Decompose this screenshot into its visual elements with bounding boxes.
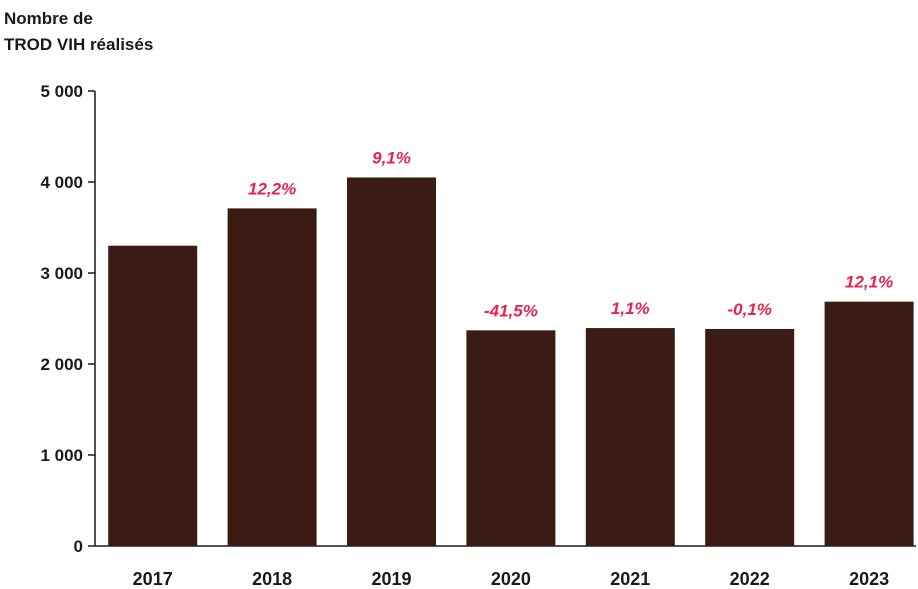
y-tick-label: 4 000 [40, 173, 83, 192]
x-tick-label: 2023 [849, 569, 889, 589]
change-label: -41,5% [484, 301, 538, 320]
bar-2018 [228, 208, 317, 546]
bar-2023 [825, 302, 914, 546]
change-label: 12,2% [248, 179, 296, 198]
bar-2019 [347, 177, 436, 546]
bar-2020 [466, 330, 555, 546]
change-label: 12,1% [845, 273, 893, 292]
change-label: 9,1% [372, 148, 411, 167]
x-tick-label: 2022 [730, 569, 770, 589]
y-tick-label: 3 000 [40, 264, 83, 283]
x-tick-label: 2021 [610, 569, 650, 589]
y-tick-label: 1 000 [40, 446, 83, 465]
bar-2017 [108, 246, 197, 546]
change-label: -0,1% [727, 300, 771, 319]
y-tick-label: 5 000 [40, 82, 83, 101]
bar-2022 [705, 329, 794, 546]
x-tick-label: 2018 [252, 569, 292, 589]
x-tick-label: 2020 [491, 569, 531, 589]
y-tick-label: 2 000 [40, 355, 83, 374]
y-tick-label: 0 [74, 537, 83, 556]
bar-2021 [586, 328, 675, 546]
change-label: 1,1% [611, 299, 650, 318]
x-tick-label: 2017 [133, 569, 173, 589]
x-tick-label: 2019 [371, 569, 411, 589]
